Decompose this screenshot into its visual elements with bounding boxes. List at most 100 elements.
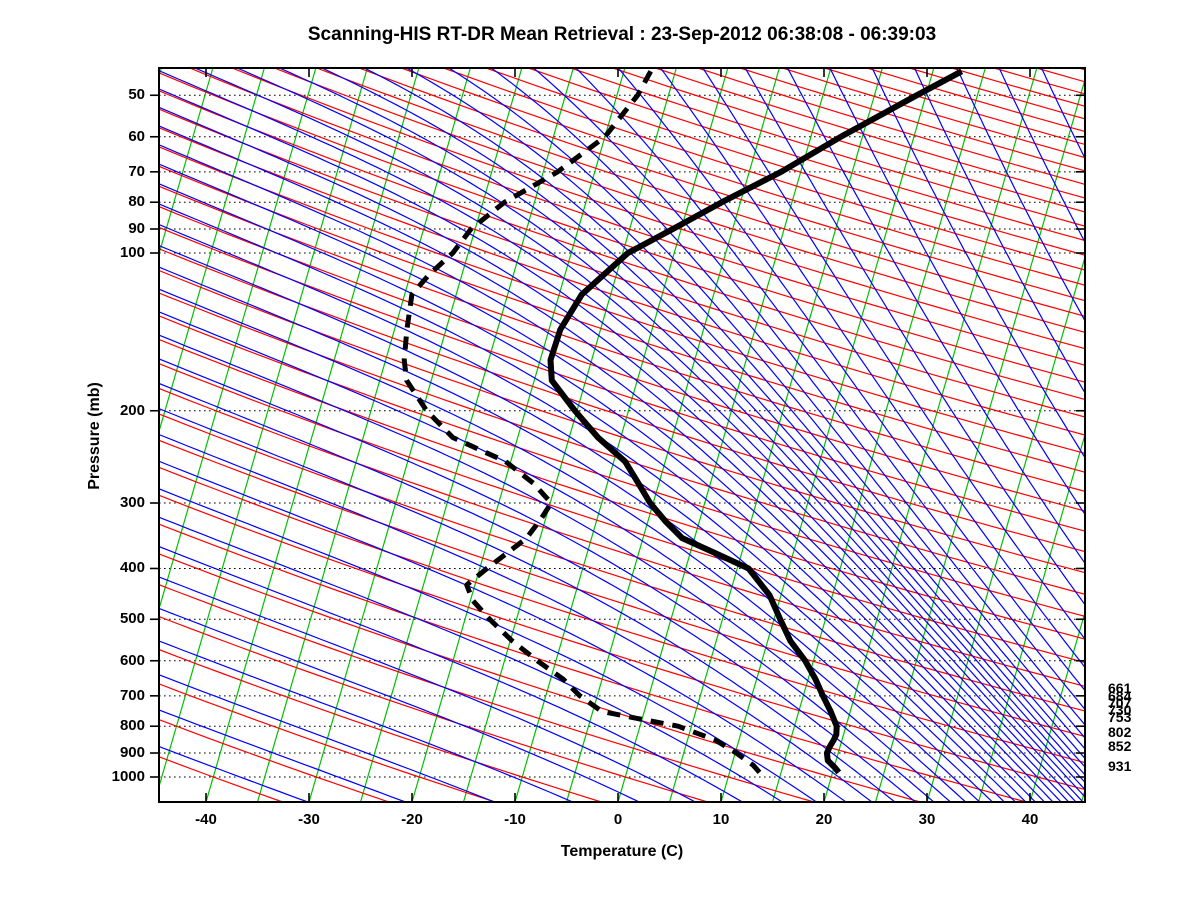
dry-adiabat-line: [159, 718, 389, 802]
moist-adiabat-line: [159, 576, 696, 802]
dewpoint-curve: [401, 70, 762, 775]
moist-adiabat-line: [998, 68, 1085, 244]
moist-adiabat-line: [159, 460, 847, 802]
dry-adiabat-line: [159, 439, 1085, 738]
temperature-curve: [547, 68, 964, 775]
moist-adiabat-line: [159, 288, 981, 802]
moist-adiabat-line: [786, 68, 1085, 565]
dry-adiabat-line: [612, 68, 1085, 213]
isotherm-line: [359, 68, 574, 802]
dry-adiabat-line: [159, 494, 1085, 791]
retrieval-level-label: 802: [1108, 723, 1132, 740]
pressure-tick-label: 100: [119, 244, 145, 261]
moist-adiabat-line: [533, 68, 1085, 726]
moist-adiabat-line: [159, 311, 967, 802]
moist-adiabat-line: [159, 223, 1016, 802]
moist-adiabat-line: [159, 203, 1027, 802]
isotherm-line: [159, 68, 214, 256]
isotherm-line: [771, 68, 986, 802]
pressure-tick-label: 80: [128, 193, 145, 211]
pressure-tick-label: 900: [119, 744, 145, 762]
isotherm-line: [1029, 610, 1085, 802]
dry-adiabat-line: [782, 68, 1085, 159]
temperature-tick-label: 0: [613, 811, 623, 828]
dry-adiabat-line: [443, 68, 1085, 271]
sounding-profiles: [401, 68, 964, 775]
dry-adiabat-line: [159, 683, 496, 802]
dry-adiabat-line: [697, 68, 1085, 185]
moist-adiabat-line: [159, 382, 916, 802]
dry-adiabat-line: [401, 68, 1085, 286]
dry-adiabat-line: [909, 68, 1085, 120]
dry-adiabat-line: [159, 615, 708, 802]
dry-adiabat-line: [485, 68, 1085, 256]
dry-adiabat-line: [570, 68, 1085, 227]
temperature-tick-label: 30: [918, 811, 936, 828]
isotherm-line: [874, 77, 1085, 802]
dry-adiabat-line: [528, 68, 1085, 242]
dry-adiabat-line: [159, 165, 1085, 473]
dry-adiabat-line: [159, 248, 1085, 553]
plot-frame: [158, 67, 1086, 803]
dry-adiabat-line: [993, 68, 1085, 95]
temperature-tick-label: -30: [298, 811, 320, 828]
pressure-tick-label: 60: [128, 127, 145, 145]
retrieval-level-label: 931: [1108, 757, 1132, 774]
pressure-tick-label: 600: [119, 651, 145, 669]
pressure-tick-label: 300: [119, 494, 145, 511]
isotherm-line: [159, 68, 265, 434]
dry-adiabat-line: [655, 68, 1085, 199]
dry-adiabat-line: [159, 315, 1085, 618]
temperature-tick-label: 20: [815, 811, 833, 828]
isotherm-line: [205, 68, 420, 802]
moist-adiabat-line: [159, 163, 1045, 802]
pressure-tick-label: 400: [119, 559, 145, 577]
chart-title: Scanning-HIS RT-DR Mean Retrieval : 23-S…: [307, 24, 937, 45]
dry-adiabat-line: [274, 68, 1085, 334]
moist-adiabat-line: [829, 68, 1085, 516]
dry-adiabat-line: [159, 362, 1085, 664]
moist-adiabat-line: [956, 68, 1085, 323]
pressure-tick-label: 1000: [111, 768, 145, 785]
moist-adiabat-line: [159, 358, 935, 802]
moist-adiabat-line: [159, 266, 993, 802]
isotherm-line: [668, 68, 883, 802]
moist-adiabat-line: [159, 125, 1062, 802]
moist-adiabat-line: [363, 68, 1085, 768]
moist-adiabat-line: [575, 68, 1085, 711]
moist-adiabat-line: [159, 70, 1084, 802]
axis-ticks: [150, 68, 1085, 802]
dry-adiabat-line: [159, 205, 1085, 512]
moist-adiabat-line: [279, 68, 1085, 784]
retrieval-level-label: 661: [1108, 679, 1132, 696]
dry-adiabat-line: [739, 68, 1085, 172]
moist-adiabat-line: [1083, 68, 1085, 72]
temperature-tick-label: -40: [195, 811, 217, 828]
dry-adiabat-line: [866, 68, 1085, 133]
moist-adiabat-line: [660, 68, 1085, 669]
dry-adiabat-line: [824, 68, 1085, 146]
dry-adiabat-line: [159, 523, 1027, 802]
moist-adiabat-line: [321, 68, 1085, 776]
moist-adiabat-line: [159, 407, 896, 802]
isotherm-line: [159, 68, 368, 789]
moist-adiabat-line: [194, 68, 1085, 798]
moist-adiabat-line: [159, 488, 817, 802]
moist-adiabat-line: [159, 640, 574, 802]
pressure-tick-label: 200: [119, 401, 145, 419]
dry-adiabat-line: [1036, 68, 1085, 83]
dry-adiabat-line: [159, 756, 283, 802]
isotherm-line: [159, 68, 317, 612]
moist-adiabat-line: [159, 709, 406, 802]
moist-adiabat-line: [159, 433, 873, 802]
moist-adiabat-line: [490, 68, 1085, 739]
moist-adiabat-line: [871, 68, 1085, 459]
pressure-tick-label: 90: [128, 220, 145, 238]
moist-adiabat-line: [448, 68, 1085, 750]
dry-adiabat-line: [159, 90, 1085, 401]
dry-adiabat-line: [1078, 68, 1085, 71]
isotherm-line: [720, 68, 935, 802]
dry-adiabat-line: [159, 648, 602, 802]
moist-adiabat-line: [159, 106, 1070, 802]
